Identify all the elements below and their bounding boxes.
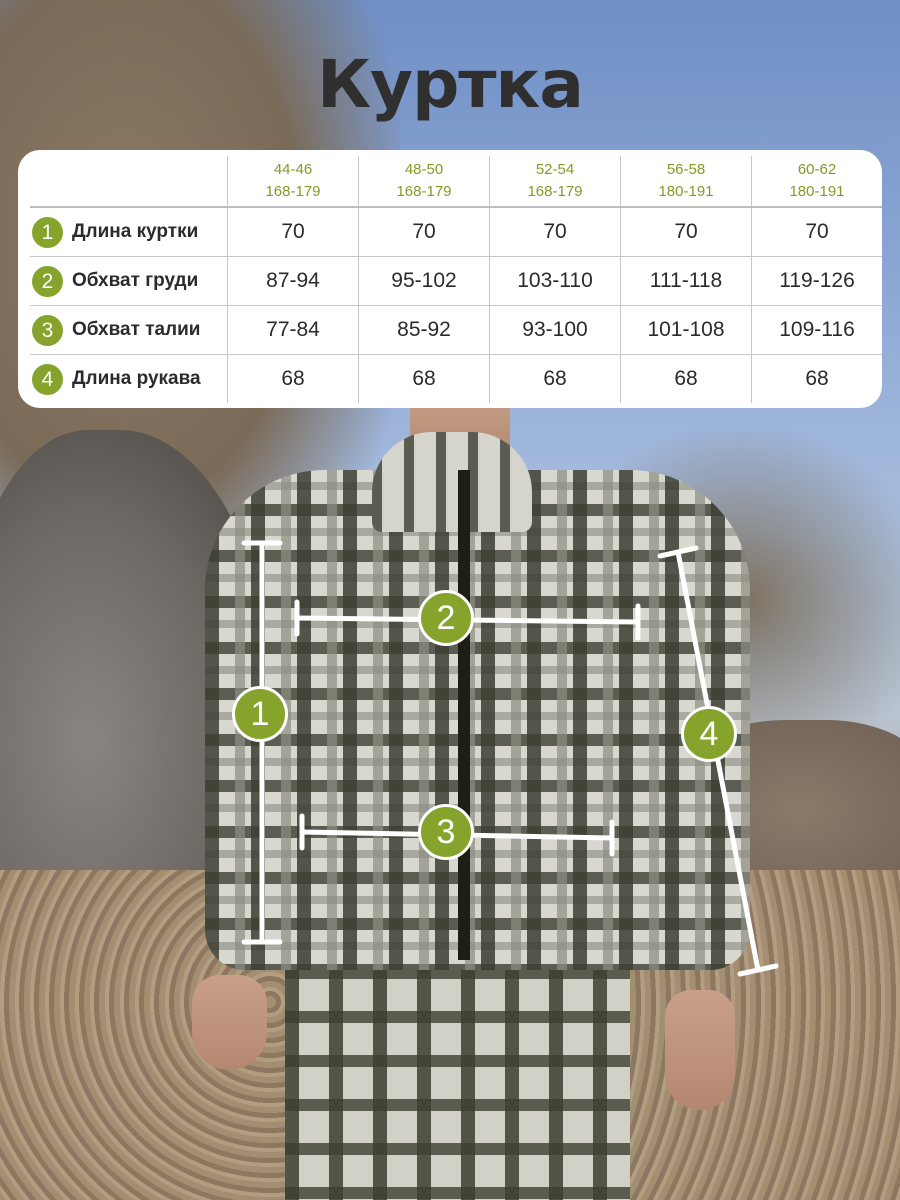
- row-number-badge: 4: [32, 363, 63, 395]
- measure-badge-sleeve: 4: [681, 706, 737, 762]
- table-cell: 101-108: [620, 305, 752, 355]
- camo-pants: [285, 935, 630, 1200]
- row-label-text: Длина рукава: [72, 368, 201, 389]
- height-value: 168-179: [527, 183, 583, 200]
- table-cell: 95-102: [358, 256, 490, 306]
- size-header: 48-50 168-179: [358, 156, 490, 207]
- table-cell: 109-116: [751, 305, 882, 355]
- table-cell: 93-100: [489, 305, 621, 355]
- right-hand: [665, 990, 735, 1110]
- table-cell: 70: [358, 206, 490, 257]
- row-number-badge: 3: [32, 314, 63, 346]
- table-row-waist: 3 Обхват талии 77-84 85-92 93-100 101-108…: [30, 305, 882, 355]
- sleeve-cap-top: [657, 545, 699, 559]
- height-value: 180-191: [658, 183, 714, 200]
- size-header: 44-46 168-179: [227, 156, 359, 207]
- size-value: 44-46: [273, 161, 313, 178]
- table-cell: 68: [620, 354, 752, 403]
- size-header-row: 44-46 168-179 48-50 168-179 52-54 168-179 5…: [30, 156, 882, 207]
- table-cell: 77-84: [227, 305, 359, 355]
- size-table: 44-46 168-179 48-50 168-179 52-54 168-179 5…: [30, 156, 882, 403]
- size-header: 56-58 180-191: [620, 156, 752, 207]
- table-cell: 68: [489, 354, 621, 403]
- table-cell: 87-94: [227, 256, 359, 306]
- size-table-card: 44-46 168-179 48-50 168-179 52-54 168-179 5…: [18, 150, 882, 408]
- size-header: 60-62 180-191: [751, 156, 882, 207]
- table-row-chest: 2 Обхват груди 87-94 95-102 103-110 111-1…: [30, 256, 882, 306]
- table-cell: 68: [358, 354, 490, 403]
- row-number-badge: 2: [32, 265, 63, 297]
- table-cell: 70: [620, 206, 752, 257]
- sleeve-line: [675, 549, 761, 973]
- table-cell: 70: [227, 206, 359, 257]
- left-hand: [192, 975, 267, 1070]
- table-cell: 103-110: [489, 256, 621, 306]
- size-value: 48-50: [404, 161, 444, 178]
- table-cell: 111-118: [620, 256, 752, 306]
- row-label: 4 Длина рукава: [30, 354, 228, 403]
- measure-badge-waist: 3: [418, 804, 474, 860]
- size-header: 52-54 168-179: [489, 156, 621, 207]
- page-title: Куртка: [317, 46, 584, 123]
- table-cell: 68: [227, 354, 359, 403]
- table-cell: 68: [751, 354, 882, 403]
- table-cell: 70: [751, 206, 882, 257]
- measure-badge-jacket-length: 1: [232, 686, 288, 742]
- size-value: 52-54: [535, 161, 575, 178]
- table-row-sleeve: 4 Длина рукава 68 68 68 68 68: [30, 354, 882, 403]
- row-label: 3 Обхват талии: [30, 305, 228, 355]
- table-cell: 85-92: [358, 305, 490, 355]
- row-label-text: Длина куртки: [72, 221, 199, 242]
- row-label-text: Обхват груди: [72, 270, 199, 291]
- table-cell: 119-126: [751, 256, 882, 306]
- row-label: 2 Обхват груди: [30, 256, 228, 306]
- height-value: 168-179: [396, 183, 452, 200]
- size-value: 60-62: [797, 161, 837, 178]
- row-number-badge: 1: [32, 216, 63, 248]
- sleeve-cap-bottom: [737, 963, 779, 977]
- measure-badge-chest: 2: [418, 590, 474, 646]
- row-label: 1 Длина куртки: [30, 206, 228, 257]
- table-row-jacket-length: 1 Длина куртки 70 70 70 70 70: [30, 206, 882, 257]
- height-value: 168-179: [265, 183, 321, 200]
- size-value: 56-58: [666, 161, 706, 178]
- row-label-text: Обхват талии: [72, 319, 201, 340]
- camo-jacket: [205, 470, 750, 970]
- height-value: 180-191: [789, 183, 845, 200]
- table-cell: 70: [489, 206, 621, 257]
- jacket-hood: [372, 432, 532, 532]
